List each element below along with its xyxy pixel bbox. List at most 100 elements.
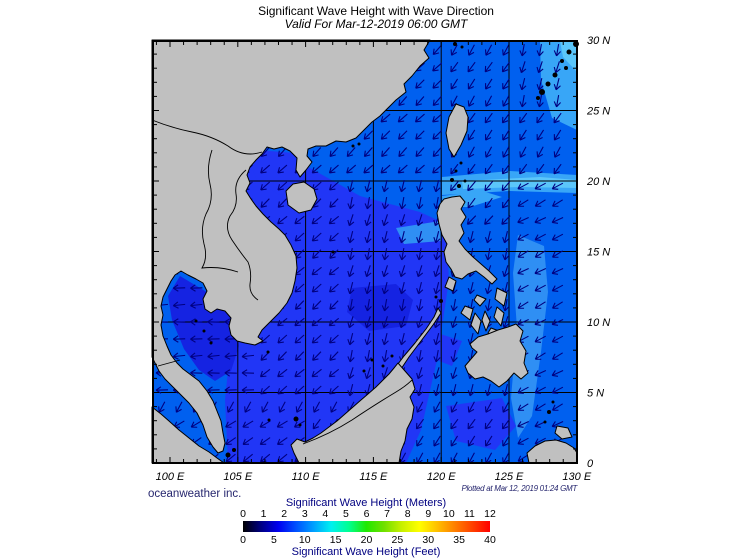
wave-arrow (467, 282, 475, 295)
wave-arrow (381, 180, 389, 193)
legend-feet-ticks: 0 5 10 15 20 25 30 35 40 (240, 534, 496, 546)
wave-arrow (534, 403, 546, 411)
wave-arrow (347, 214, 355, 227)
wave-arrow (398, 247, 407, 261)
wave-arrow (432, 96, 442, 107)
wave-arrow (363, 130, 374, 140)
wave-arrow (260, 385, 271, 395)
wave-arrow (450, 44, 458, 56)
land-cebu (481, 310, 491, 332)
wave-arrow (551, 319, 564, 326)
wave-arrow (484, 247, 493, 261)
wave-arrow (467, 401, 475, 413)
legend-feet-tick: 15 (330, 534, 342, 546)
wave-arrow (311, 164, 322, 174)
wave-arrow (416, 367, 424, 380)
wave-arrow (552, 352, 563, 360)
wave-arrow (294, 215, 305, 225)
legend-meters-tick: 1 (261, 508, 267, 520)
wave-arrow (260, 181, 271, 191)
legend-feet-tick: 0 (240, 534, 246, 546)
wave-arrow (347, 231, 355, 244)
wave-arrow (347, 384, 355, 397)
wave-arrow (551, 217, 564, 224)
wave-arrow (328, 164, 339, 174)
wave-arrow (502, 316, 510, 329)
islet (547, 410, 551, 414)
wave-arrow (398, 214, 406, 227)
wave-arrow (416, 231, 424, 244)
legend-feet-title: Significant Wave Height (Feet) (292, 546, 441, 558)
lon-label: 120 E (427, 471, 456, 483)
wave-arrow (364, 231, 372, 244)
wave-arrow (328, 266, 340, 276)
wave-arrow (552, 250, 563, 258)
wave-arrow (277, 164, 288, 174)
wave-arrow (311, 368, 322, 378)
wave-arrow (416, 401, 424, 413)
islet (194, 319, 198, 323)
islet (536, 96, 540, 100)
wave-arrow (502, 231, 510, 244)
wave-arrow (517, 182, 529, 190)
wave-arrow (534, 319, 547, 326)
islet (454, 169, 458, 173)
wave-arrow (484, 181, 494, 192)
wave-arrow (552, 403, 563, 411)
wave-arrow (519, 94, 527, 108)
wave-arrow (381, 333, 389, 346)
wave-arrow (484, 163, 493, 175)
wave-arrow (398, 333, 407, 346)
wave-arrow (381, 298, 389, 312)
wave-arrow (328, 368, 340, 378)
wave-arrow (502, 78, 510, 90)
wave-arrow (501, 197, 510, 209)
wave-arrow (517, 250, 529, 258)
land-taiwan (445, 103, 469, 158)
wave-arrow (553, 163, 562, 175)
wave-arrow (536, 112, 545, 124)
wave-arrow (381, 247, 389, 261)
wave-arrow (415, 147, 425, 158)
wave-arrow (311, 385, 322, 395)
lat-label: 20 N (586, 176, 610, 188)
wave-arrow (155, 386, 169, 394)
wave-arrow (190, 335, 203, 343)
wave-arrow (311, 283, 322, 293)
islet (434, 295, 438, 299)
wave-arrow (277, 198, 287, 208)
wave-arrow (278, 401, 286, 413)
wave-arrow (517, 199, 529, 207)
wave-arrow (294, 351, 305, 361)
wave-arrow (312, 147, 322, 158)
border-thailand-malaysia (157, 359, 181, 367)
small-islands (194, 41, 579, 458)
islet (545, 81, 551, 87)
wave-arrow (329, 249, 339, 259)
wave-arrow (502, 44, 510, 56)
legend-meters-tick: 10 (443, 508, 455, 520)
wave-arrow (517, 386, 529, 394)
wave-arrow (553, 78, 561, 91)
wave-arrow (242, 437, 254, 445)
wave-arrow (484, 61, 493, 73)
wave-arrow (347, 349, 355, 363)
wave-arrow (553, 61, 561, 74)
wave-arrow (433, 349, 441, 363)
wave-arrow (242, 420, 254, 428)
wave-arrow (502, 435, 510, 447)
wave-arrow (433, 180, 441, 193)
wave-arrow (415, 96, 425, 107)
wave-arrow (433, 367, 441, 380)
wave-arrow (517, 319, 529, 326)
ocean-band-central-patch (347, 284, 413, 331)
legend-feet-tick: 5 (271, 534, 277, 546)
land-hainan (285, 181, 318, 214)
wave-arrow (172, 318, 186, 326)
wave-arrow (501, 215, 511, 225)
islet (331, 250, 335, 254)
ocean-band-gulf-of-thailand (168, 276, 239, 381)
wave-arrow (433, 333, 441, 346)
wave-arrow (311, 317, 322, 327)
